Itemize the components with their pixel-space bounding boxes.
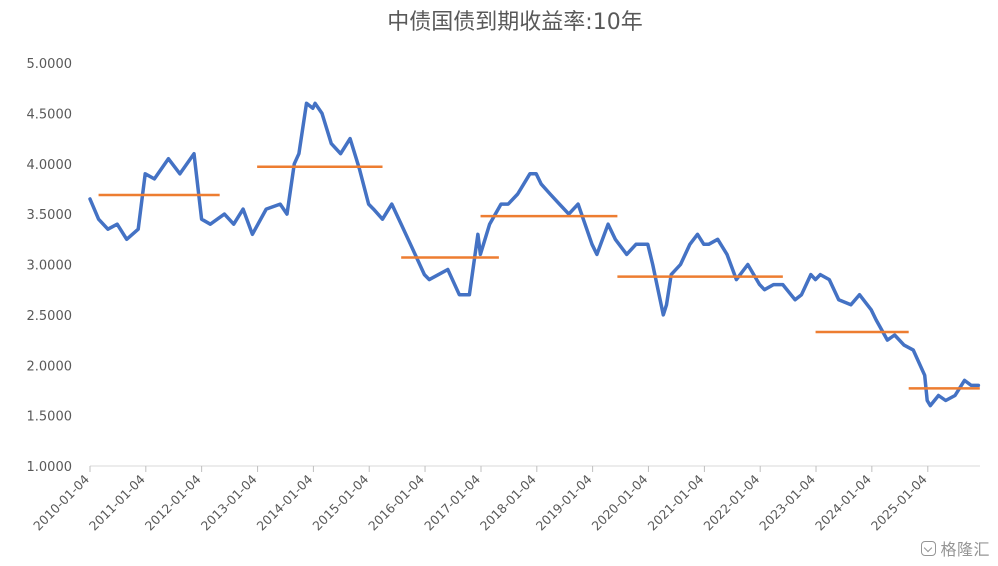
y-tick-label: 2.0000 — [27, 359, 73, 374]
x-tick-label: 2020-01-04 — [589, 471, 651, 533]
y-tick-label: 2.5000 — [27, 309, 73, 324]
yield-series-line — [88, 101, 981, 408]
watermark-logo: 格隆汇 — [921, 536, 990, 560]
x-tick-label: 2015-01-04 — [309, 471, 371, 533]
x-tick-label: 2012-01-04 — [142, 471, 204, 533]
y-tick-label: 1.5000 — [27, 410, 73, 425]
watermark-icon — [921, 540, 937, 556]
x-tick-label: 2017-01-04 — [421, 471, 483, 533]
x-tick-label: 2025-01-04 — [868, 471, 930, 533]
x-tick-label: 2022-01-04 — [700, 471, 762, 533]
watermark-text: 格隆汇 — [940, 540, 990, 559]
x-tick-label: 2021-01-04 — [645, 471, 707, 533]
chart-title: 中债国债到期收益率:10年 — [387, 10, 642, 35]
x-tick-label: 2016-01-04 — [365, 471, 427, 533]
y-tick-label: 3.5000 — [27, 208, 73, 223]
x-tick-label: 2014-01-04 — [254, 471, 316, 533]
y-tick-label: 4.0000 — [27, 158, 73, 173]
x-tick-label: 2010-01-04 — [30, 471, 92, 533]
x-tick-label: 2019-01-04 — [533, 471, 595, 533]
x-tick-label: 2011-01-04 — [86, 471, 148, 533]
y-tick-label: 4.5000 — [27, 107, 73, 122]
x-tick-label: 2023-01-04 — [756, 471, 818, 533]
x-tick-label: 2024-01-04 — [812, 471, 874, 533]
y-tick-label: 3.0000 — [27, 259, 73, 274]
x-tick-label: 2013-01-04 — [198, 471, 260, 533]
y-tick-label: 5.0000 — [27, 57, 73, 72]
y-tick-label: 1.0000 — [27, 460, 73, 475]
x-tick-label: 2018-01-04 — [477, 471, 539, 533]
